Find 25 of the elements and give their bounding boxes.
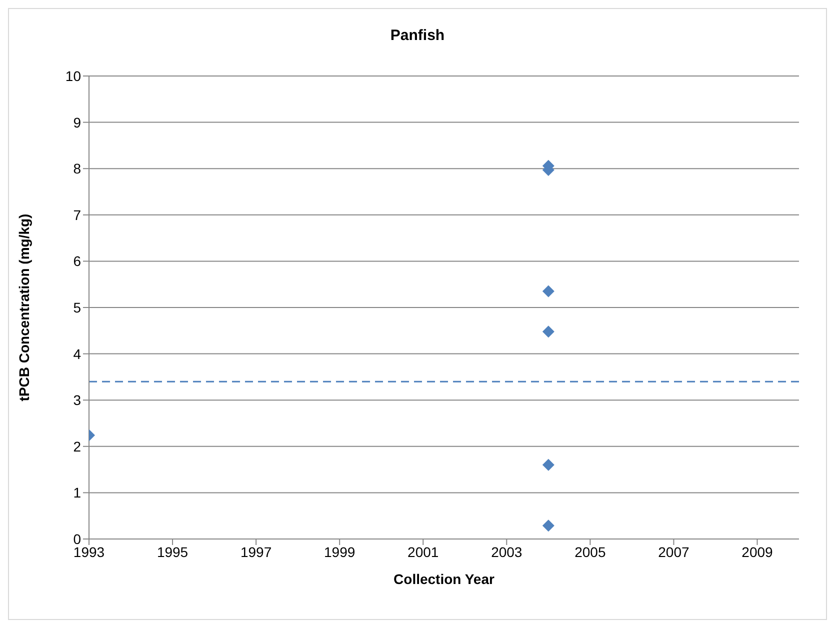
x-tick-label: 2001 [408, 544, 439, 560]
y-tick-label: 5 [73, 299, 82, 316]
x-tick-label: 2003 [491, 544, 522, 560]
x-tick-label: 1999 [324, 544, 356, 560]
x-tick-label: 1995 [156, 544, 188, 560]
x-tick-label: 2009 [742, 544, 774, 560]
y-tick-label: 2 [73, 438, 82, 454]
y-tick-label: 10 [65, 68, 82, 84]
y-tick-label: 6 [73, 253, 82, 270]
x-tick-label: 1997 [240, 544, 272, 560]
x-tick-label: 2005 [574, 544, 606, 560]
y-tick-label: 3 [73, 392, 82, 408]
y-tick-label: 7 [73, 206, 82, 223]
x-tick-label: 2007 [658, 544, 690, 560]
x-axis-title: Collection Year [394, 571, 495, 587]
y-tick-label: 9 [73, 114, 82, 130]
point [542, 285, 554, 298]
y-tick-label: 4 [73, 346, 82, 362]
chart-title: Panfish [389, 27, 446, 44]
point [542, 520, 554, 532]
y-axis-title: tPCB Concentration (mg/kg) [16, 214, 32, 402]
point [542, 326, 554, 338]
y-tick-label: 1 [73, 484, 82, 501]
point [542, 458, 554, 471]
y-tick-label: 8 [73, 160, 82, 177]
